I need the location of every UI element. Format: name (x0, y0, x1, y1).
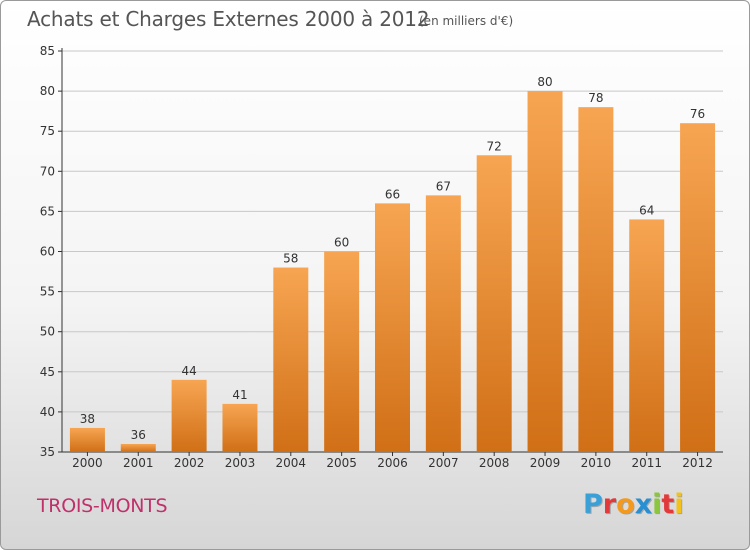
x-tick-label-2000: 2000 (72, 456, 103, 470)
x-tick-label-2012: 2012 (682, 456, 713, 470)
bar-2002 (171, 379, 207, 452)
data-label-2006: 66 (385, 187, 400, 201)
y-tick-label: 45 (40, 365, 55, 379)
y-tick-label: 80 (40, 84, 55, 98)
x-tick-label-2004: 2004 (276, 456, 307, 470)
data-label-2009: 80 (537, 75, 552, 89)
data-label-2004: 58 (283, 252, 298, 266)
x-tick-label-2005: 2005 (326, 456, 357, 470)
y-tick-label: 55 (40, 285, 55, 299)
x-tick-label-2009: 2009 (530, 456, 561, 470)
data-label-2012: 76 (690, 107, 705, 121)
x-tick-label-2010: 2010 (581, 456, 612, 470)
x-tick-label-2011: 2011 (631, 456, 662, 470)
proxiti-logo: Proxiti (583, 489, 684, 520)
bar-2001 (120, 443, 156, 452)
y-tick-label: 40 (40, 405, 55, 419)
y-tick-label: 75 (40, 124, 55, 138)
y-tick-label: 50 (40, 325, 55, 339)
y-tick-label: 35 (40, 445, 55, 459)
bar-2003 (222, 403, 258, 452)
commune-name: TROIS-MONTS (37, 495, 168, 517)
chart-title: Achats et Charges Externes 2000 à 2012 (27, 7, 430, 31)
chart-unit: (en milliers d'€) (419, 14, 514, 28)
bar-2010 (578, 107, 614, 452)
y-tick-label: 70 (40, 164, 55, 178)
x-tick-label-2008: 2008 (479, 456, 510, 470)
data-label-2003: 41 (232, 388, 247, 402)
x-tick-label-2007: 2007 (428, 456, 459, 470)
data-label-2005: 60 (334, 236, 349, 250)
data-label-2011: 64 (639, 203, 654, 217)
bar-2009 (527, 91, 563, 452)
y-tick-label: 65 (40, 204, 55, 218)
bar-2000 (69, 427, 105, 452)
bar-2004 (273, 267, 309, 452)
data-label-2001: 36 (131, 428, 146, 442)
x-tick-label-2001: 2001 (123, 456, 154, 470)
y-tick-label: 85 (40, 44, 55, 58)
bar-2011 (629, 219, 665, 452)
data-label-2010: 78 (588, 91, 603, 105)
x-tick-label-2003: 2003 (225, 456, 256, 470)
x-tick-label-2006: 2006 (377, 456, 408, 470)
data-label-2008: 72 (487, 139, 502, 153)
bar-2005 (324, 251, 360, 452)
y-tick-label: 60 (40, 245, 55, 259)
bar-2007 (425, 195, 461, 453)
bar-2012 (680, 123, 716, 453)
data-label-2002: 44 (181, 364, 196, 378)
bar-2006 (375, 203, 410, 452)
x-tick-label-2002: 2002 (174, 456, 205, 470)
bar-2008 (476, 155, 512, 452)
data-label-2000: 38 (80, 412, 95, 426)
data-label-2007: 67 (436, 179, 451, 193)
